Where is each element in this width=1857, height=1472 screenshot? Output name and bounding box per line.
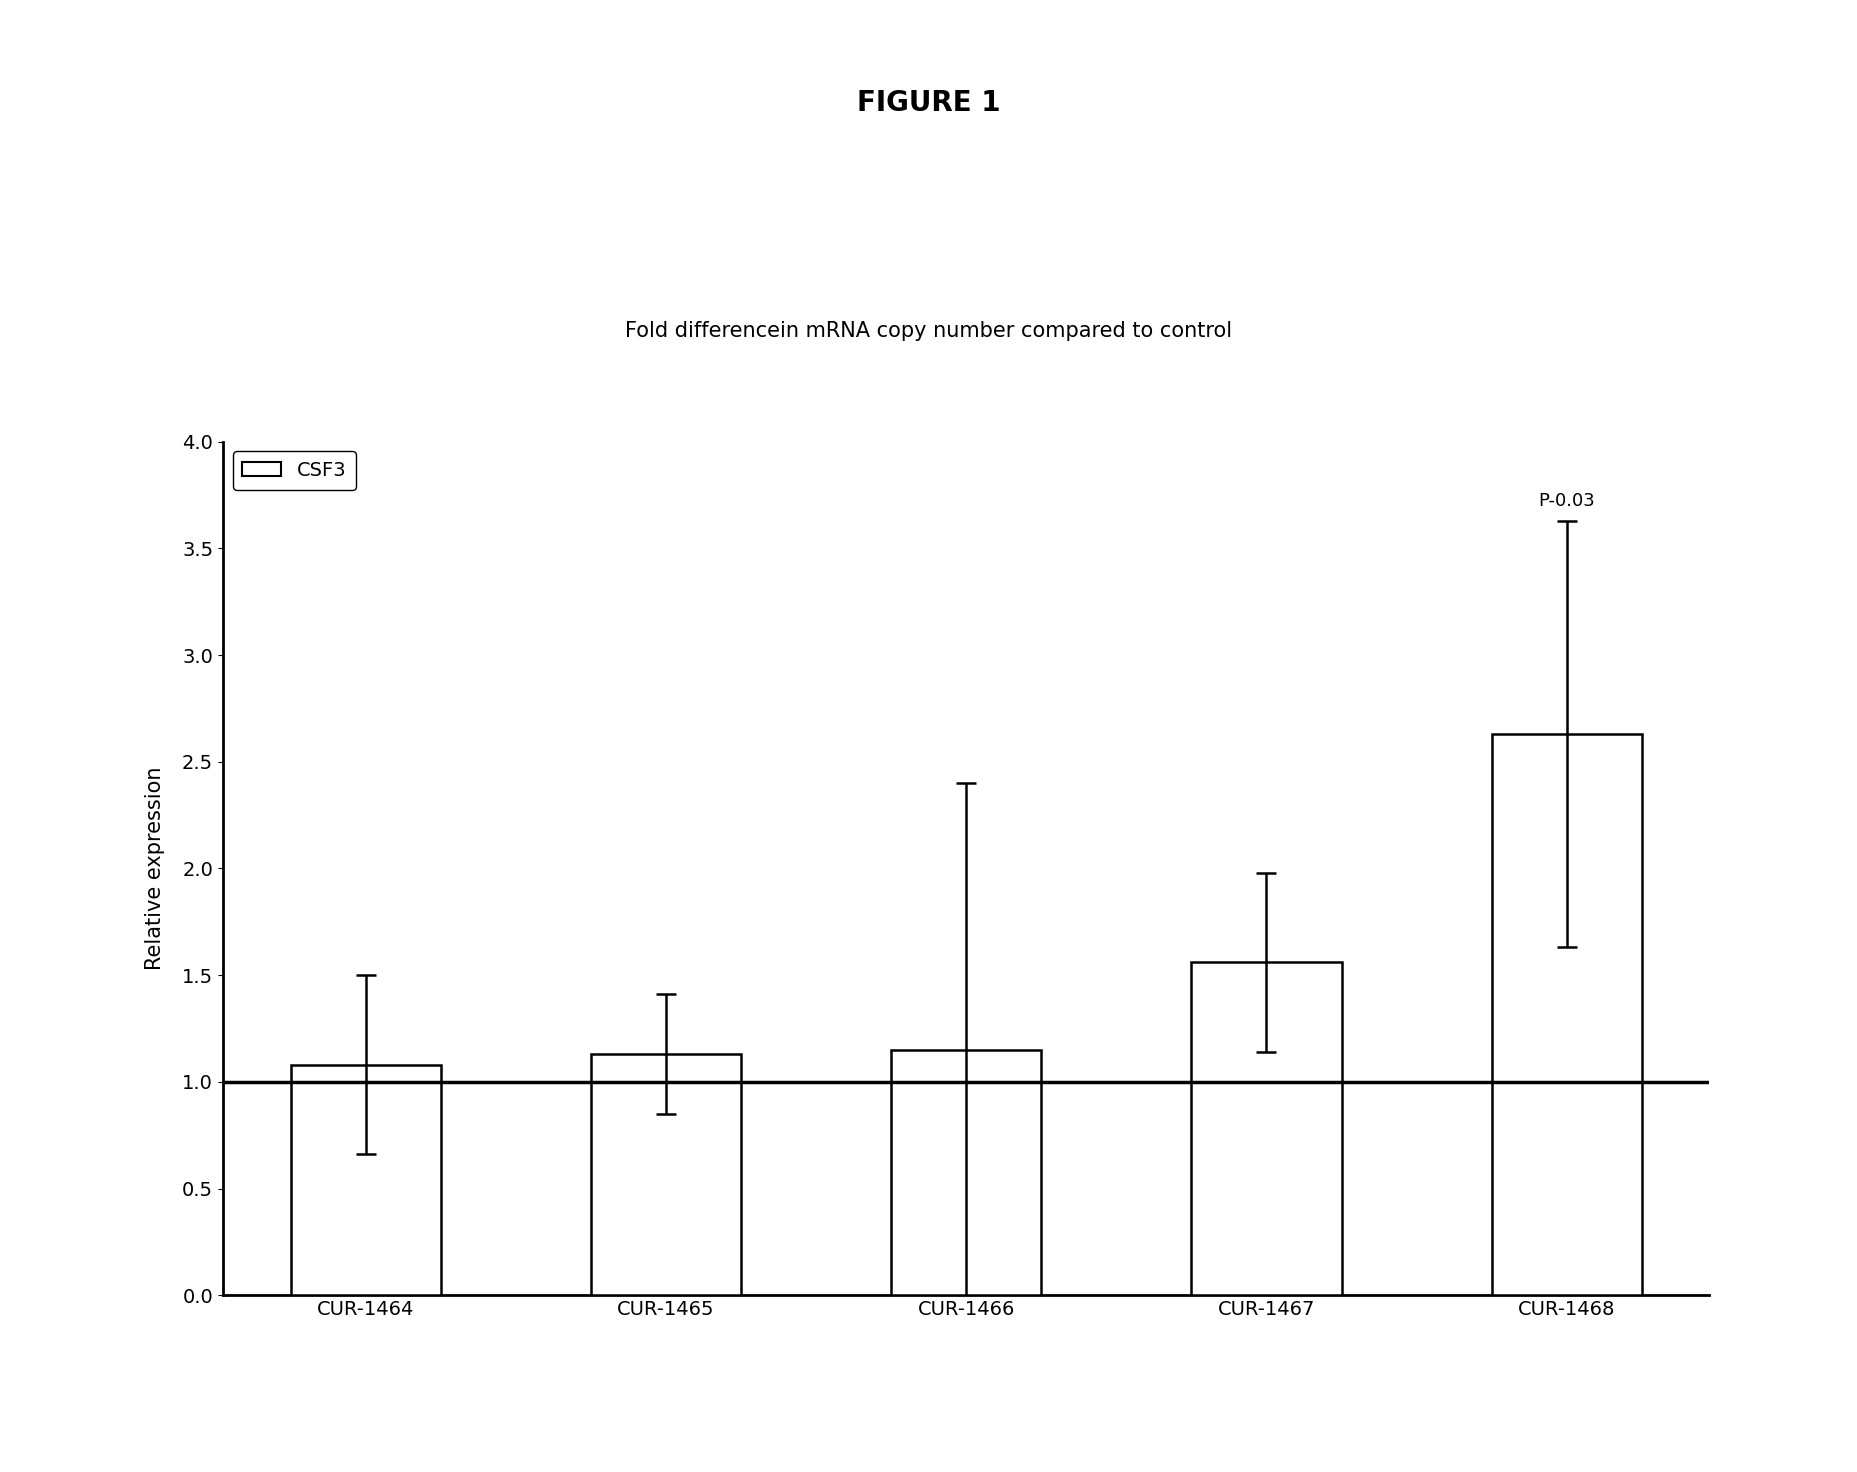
Bar [1190, 963, 1341, 1295]
Bar [591, 1054, 741, 1295]
Bar [891, 1050, 1040, 1295]
Bar [1491, 735, 1642, 1295]
Text: P-0.03: P-0.03 [1538, 492, 1595, 509]
Text: Fold differencein mRNA copy number compared to control: Fold differencein mRNA copy number compa… [626, 321, 1231, 342]
Legend: CSF3: CSF3 [232, 452, 357, 490]
Y-axis label: Relative expression: Relative expression [145, 767, 165, 970]
Bar [290, 1064, 440, 1295]
Text: FIGURE 1: FIGURE 1 [856, 88, 1001, 118]
